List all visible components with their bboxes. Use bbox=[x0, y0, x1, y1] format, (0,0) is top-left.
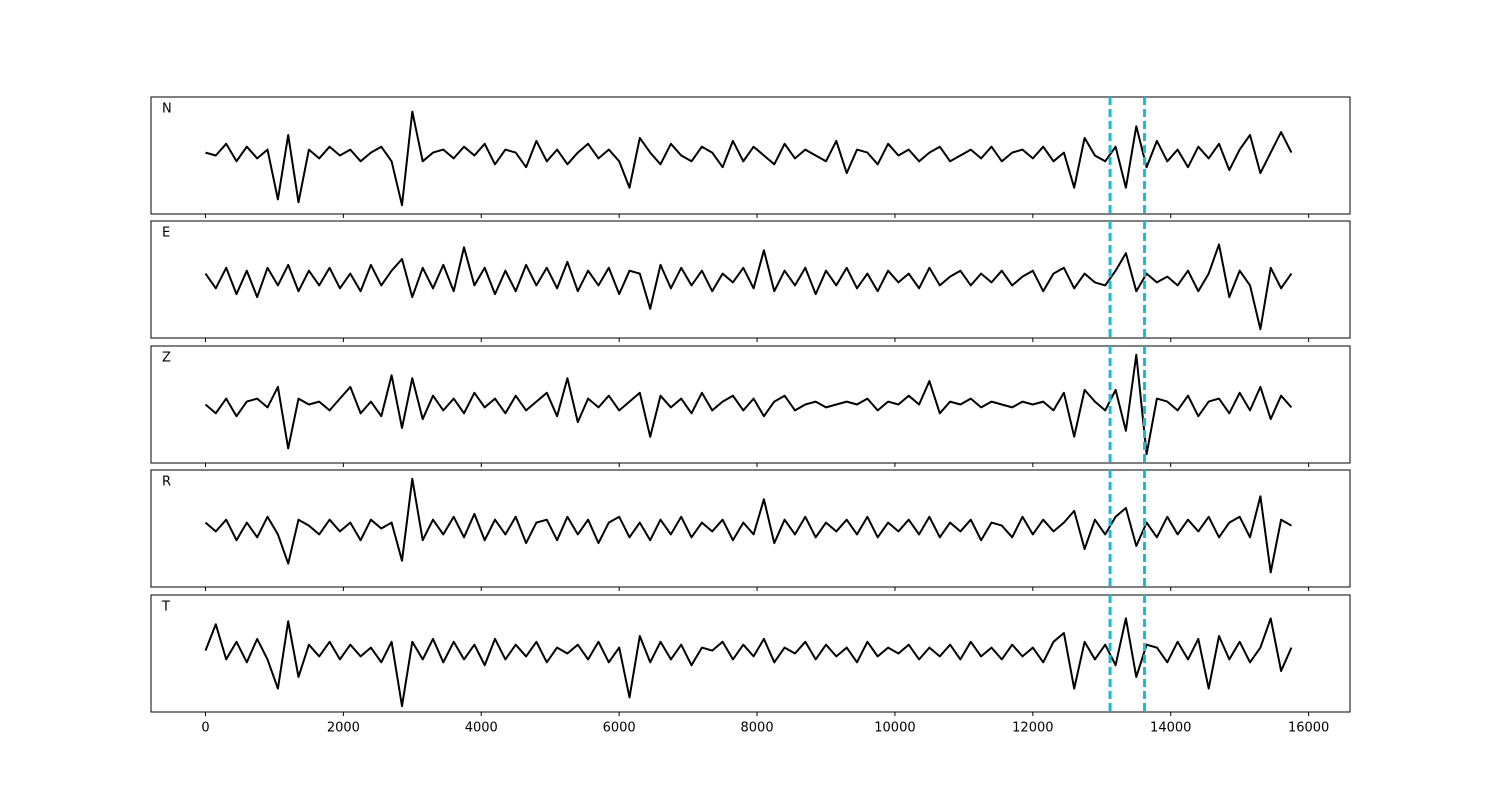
panel-frame bbox=[150, 96, 1351, 215]
trace bbox=[204, 353, 1293, 456]
panel-label: R bbox=[162, 475, 171, 490]
trace bbox=[205, 110, 1293, 207]
x-tick-label: 6000 bbox=[603, 721, 636, 736]
x-tick-label: 4000 bbox=[465, 721, 498, 736]
x-tick-label: 8000 bbox=[741, 721, 774, 736]
trace bbox=[204, 243, 1293, 331]
panel-label: N bbox=[162, 102, 172, 117]
panel-label: E bbox=[162, 226, 170, 241]
trace bbox=[204, 617, 1293, 708]
panel-frame bbox=[150, 594, 1351, 713]
x-tick-label: 10000 bbox=[874, 721, 915, 736]
trace bbox=[204, 477, 1292, 574]
x-tick-label: 14000 bbox=[1150, 721, 1191, 736]
x-tick-label: 0 bbox=[201, 721, 209, 736]
panel-label: Z bbox=[162, 351, 171, 366]
panel-frame bbox=[150, 345, 1351, 464]
x-tick-label: 2000 bbox=[327, 721, 360, 736]
panel-frame bbox=[150, 220, 1351, 339]
x-tick-label: 16000 bbox=[1288, 721, 1329, 736]
x-tick-label: 12000 bbox=[1012, 721, 1053, 736]
panel-frame bbox=[150, 469, 1351, 588]
panel-label: T bbox=[161, 600, 170, 615]
